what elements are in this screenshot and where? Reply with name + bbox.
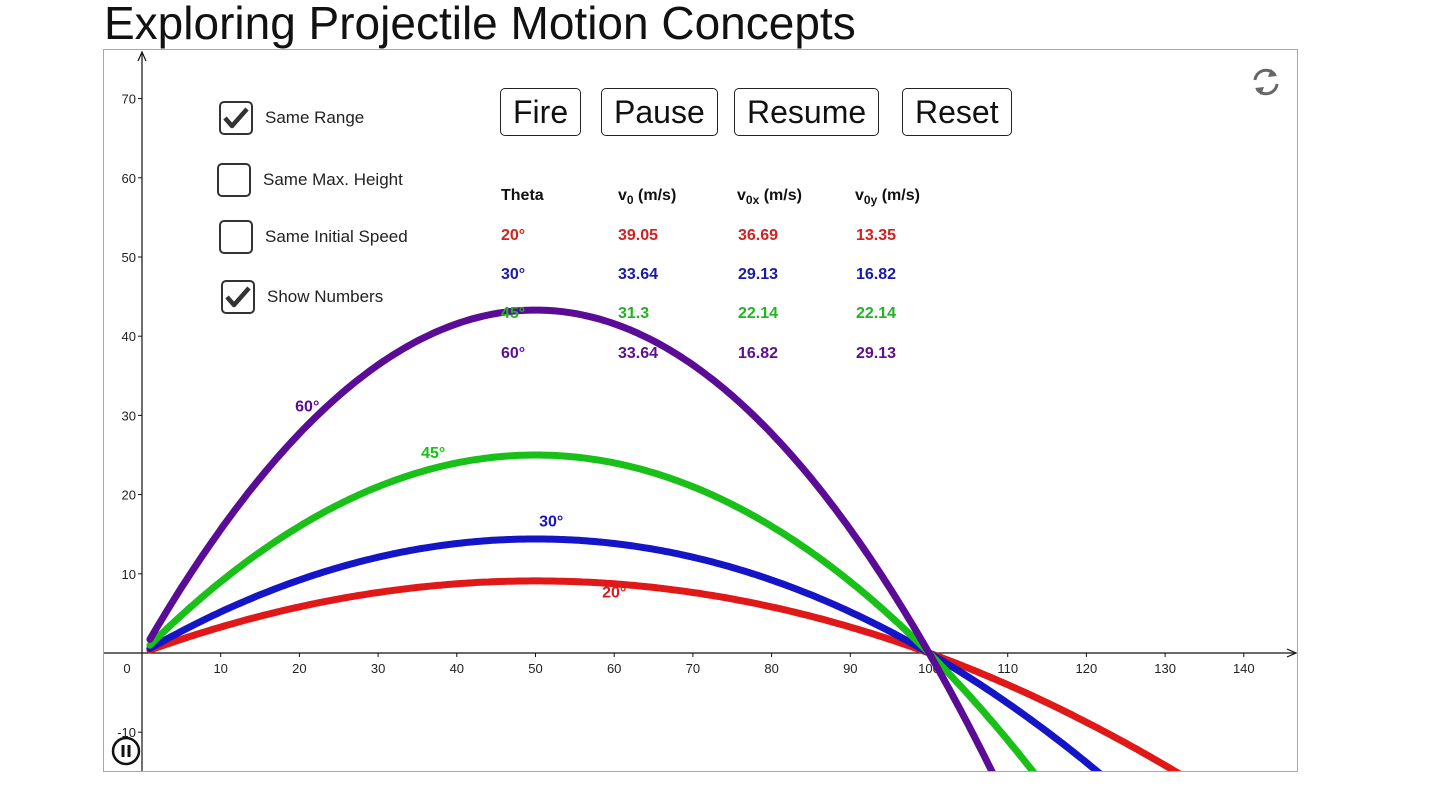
trajectory-label: 60° [295, 398, 319, 415]
pause-button[interactable]: Pause [601, 88, 718, 136]
trajectory-60 [146, 306, 996, 771]
checkbox-show-numbers[interactable]: Show Numbers [221, 280, 383, 314]
table-cell-v0x: 16.82 [738, 345, 779, 362]
checkbox-label: Same Max. Height [263, 170, 403, 189]
x-tick-label: 0 [123, 661, 130, 676]
x-tick-label: 40 [450, 661, 464, 676]
checkmark-icon [223, 107, 249, 129]
y-tick-label: 50 [122, 250, 136, 265]
trajectory-45 [146, 451, 1038, 771]
y-tick-label: -10 [117, 725, 136, 740]
y-tick-label: 60 [122, 171, 136, 186]
checkbox-box[interactable] [219, 101, 253, 135]
checkbox-label: Show Numbers [267, 287, 384, 306]
table-cell-theta: 30° [501, 266, 526, 283]
x-tick-label: 130 [1154, 661, 1176, 676]
pause-circle-icon [111, 736, 141, 766]
table-cell-v0: 33.64 [618, 345, 659, 362]
checkbox-label: Same Initial Speed [265, 227, 408, 246]
x-tick-label: 90 [843, 661, 857, 676]
checkbox-box[interactable] [219, 220, 253, 254]
table-cell-v0y: 13.35 [856, 227, 897, 244]
checkbox-box[interactable] [217, 163, 251, 197]
trajectory-label: 30° [539, 513, 563, 530]
fire-button[interactable]: Fire [500, 88, 582, 136]
table-cell-v0y: 16.82 [856, 266, 897, 283]
table-header-theta: Theta [501, 187, 544, 204]
table-cell-v0: 31.3 [618, 305, 650, 322]
page-title: Exploring Projectile Motion Concepts [104, 0, 856, 49]
x-tick-label: 10 [213, 661, 227, 676]
trajectory-30 [146, 535, 1103, 771]
table-cell-theta: 60° [501, 345, 526, 362]
resume-button[interactable]: Resume [734, 88, 880, 136]
y-tick-label: 10 [122, 567, 136, 582]
y-tick-label: 70 [122, 92, 136, 107]
table-header-v0: v0 (m/s) [618, 187, 677, 208]
table-cell-v0: 39.05 [618, 227, 659, 244]
graph-canvas[interactable]: 0 10 20 30 40 50 60 70 80 90 100 110 120 130 140-10102… [104, 50, 1298, 772]
x-axis-arrow [1286, 648, 1297, 658]
x-tick-label: 120 [1076, 661, 1098, 676]
graphing-applet: 0 10 20 30 40 50 60 70 80 90 100 110 120 130 140 -10 10 2… [103, 49, 1298, 772]
refresh-button[interactable] [1249, 65, 1283, 99]
checkmark-icon [225, 286, 251, 308]
checkbox-box[interactable] [221, 280, 255, 314]
x-tick-label: 30 [371, 661, 385, 676]
table-cell-v0y: 29.13 [856, 345, 897, 362]
table-cell-v0x: 36.69 [738, 227, 779, 244]
y-tick-label: 20 [122, 488, 136, 503]
table-header-v0y: v0y (m/s) [855, 187, 920, 208]
checkbox-same-initial-speed[interactable]: Same Initial Speed [219, 220, 408, 254]
trajectory-label: 45° [421, 445, 445, 462]
x-tick-label: 60 [607, 661, 621, 676]
table-cell-v0x: 22.14 [738, 305, 779, 322]
x-tick-label: 80 [764, 661, 778, 676]
trajectory-label: 20° [602, 585, 626, 602]
pause-animation-button[interactable] [111, 736, 141, 766]
y-axis-arrow [137, 50, 147, 62]
reset-button[interactable]: Reset [902, 88, 1012, 136]
table-cell-theta: 45° [501, 305, 526, 322]
y-tick-label: 30 [122, 408, 136, 423]
y-tick-label: 40 [122, 329, 136, 344]
table-cell-v0y: 22.14 [856, 305, 897, 322]
x-tick-label: 50 [528, 661, 542, 676]
table-cell-v0x: 29.13 [738, 266, 779, 283]
table-cell-v0: 33.64 [618, 266, 659, 283]
table-cell-theta: 20° [501, 227, 526, 244]
x-tick-label: 20 [292, 661, 306, 676]
checkbox-label: Same Range [265, 108, 365, 127]
x-tick-label: 110 [997, 661, 1018, 676]
checkbox-same-max-height[interactable]: Same Max. Height [217, 163, 403, 197]
x-tick-label: 140 [1233, 661, 1255, 676]
checkbox-same-range[interactable]: Same Range [219, 101, 364, 135]
refresh-icon [1253, 68, 1279, 96]
table-header-v0x: v0x (m/s) [737, 187, 802, 208]
trajectory-20 [146, 577, 1182, 771]
x-tick-label: 70 [686, 661, 700, 676]
